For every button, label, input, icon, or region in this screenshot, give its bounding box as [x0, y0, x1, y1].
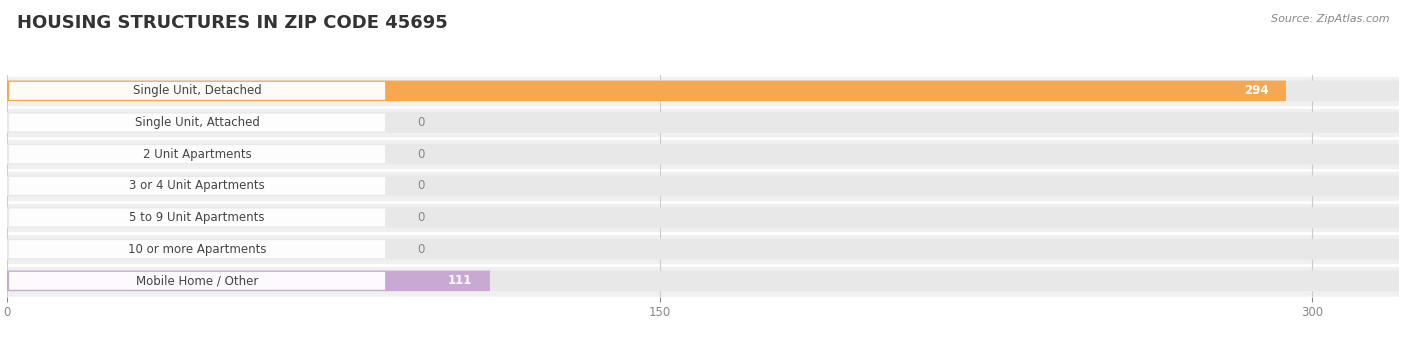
Text: Single Unit, Attached: Single Unit, Attached: [135, 116, 260, 129]
Text: 111: 111: [449, 275, 472, 287]
FancyBboxPatch shape: [7, 270, 489, 291]
Text: 3 or 4 Unit Apartments: 3 or 4 Unit Apartments: [129, 179, 264, 192]
FancyBboxPatch shape: [7, 176, 1399, 196]
FancyBboxPatch shape: [7, 239, 1399, 260]
Text: 10 or more Apartments: 10 or more Apartments: [128, 243, 266, 256]
FancyBboxPatch shape: [7, 233, 1399, 265]
FancyBboxPatch shape: [7, 170, 1399, 202]
Text: Mobile Home / Other: Mobile Home / Other: [136, 275, 259, 287]
FancyBboxPatch shape: [8, 272, 385, 290]
Text: 0: 0: [418, 211, 425, 224]
FancyBboxPatch shape: [7, 75, 1399, 107]
Text: HOUSING STRUCTURES IN ZIP CODE 45695: HOUSING STRUCTURES IN ZIP CODE 45695: [17, 14, 447, 32]
Text: 0: 0: [418, 148, 425, 161]
FancyBboxPatch shape: [7, 107, 1399, 138]
FancyBboxPatch shape: [8, 114, 385, 132]
Text: Source: ZipAtlas.com: Source: ZipAtlas.com: [1271, 14, 1389, 24]
FancyBboxPatch shape: [8, 209, 385, 226]
FancyBboxPatch shape: [7, 112, 1399, 133]
FancyBboxPatch shape: [7, 138, 1399, 170]
Text: Single Unit, Detached: Single Unit, Detached: [132, 84, 262, 97]
Text: 294: 294: [1244, 84, 1268, 97]
FancyBboxPatch shape: [7, 144, 1399, 164]
FancyBboxPatch shape: [8, 145, 385, 163]
FancyBboxPatch shape: [8, 82, 385, 100]
FancyBboxPatch shape: [7, 80, 1399, 101]
Text: 0: 0: [418, 179, 425, 192]
FancyBboxPatch shape: [7, 270, 1399, 291]
Text: 0: 0: [418, 116, 425, 129]
FancyBboxPatch shape: [7, 80, 1286, 101]
Text: 0: 0: [418, 243, 425, 256]
Text: 2 Unit Apartments: 2 Unit Apartments: [143, 148, 252, 161]
FancyBboxPatch shape: [7, 202, 1399, 233]
FancyBboxPatch shape: [7, 207, 1399, 228]
FancyBboxPatch shape: [7, 265, 1399, 297]
FancyBboxPatch shape: [8, 177, 385, 195]
Text: 5 to 9 Unit Apartments: 5 to 9 Unit Apartments: [129, 211, 264, 224]
FancyBboxPatch shape: [8, 240, 385, 258]
